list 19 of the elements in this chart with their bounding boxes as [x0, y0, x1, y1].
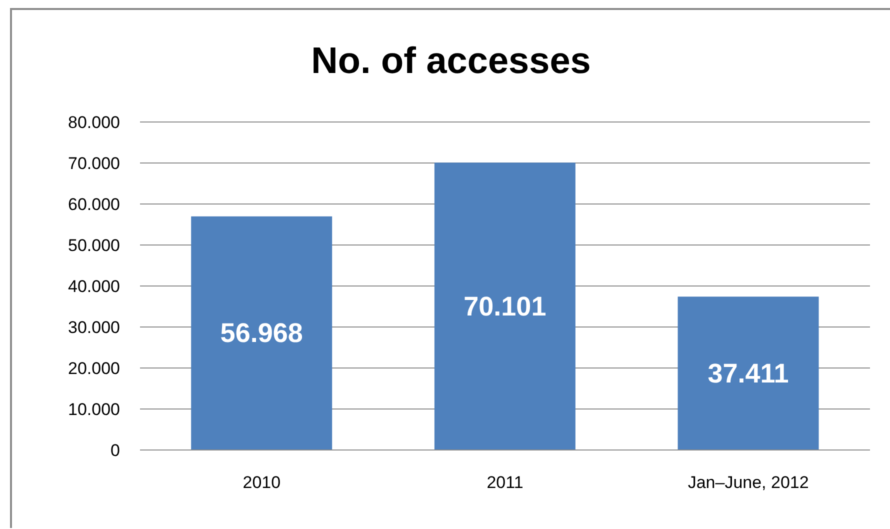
- y-tick-label: 60.000: [68, 195, 120, 214]
- x-tick-label: 2011: [486, 473, 524, 492]
- bar: [434, 162, 576, 450]
- y-tick-label: 40.000: [68, 277, 120, 296]
- y-tick-label: 20.000: [68, 359, 120, 378]
- y-tick-label: 80.000: [68, 113, 120, 132]
- bar: [678, 296, 819, 450]
- y-tick-label: 0: [110, 441, 120, 460]
- x-tick-label: 2010: [242, 473, 281, 492]
- y-tick-label: 50.000: [68, 236, 120, 256]
- data-label: 70.101: [464, 291, 546, 322]
- data-label: 37.411: [708, 358, 789, 388]
- y-tick-label: 30.000: [68, 318, 120, 338]
- y-tick-label: 70.000: [68, 154, 120, 174]
- chart-title: No. of accesses: [310, 40, 592, 82]
- data-label: 56.968: [220, 318, 303, 348]
- bar: [191, 216, 332, 450]
- x-tick-label: Jan–June, 2012: [688, 473, 809, 492]
- y-tick-label: 10.000: [68, 400, 120, 420]
